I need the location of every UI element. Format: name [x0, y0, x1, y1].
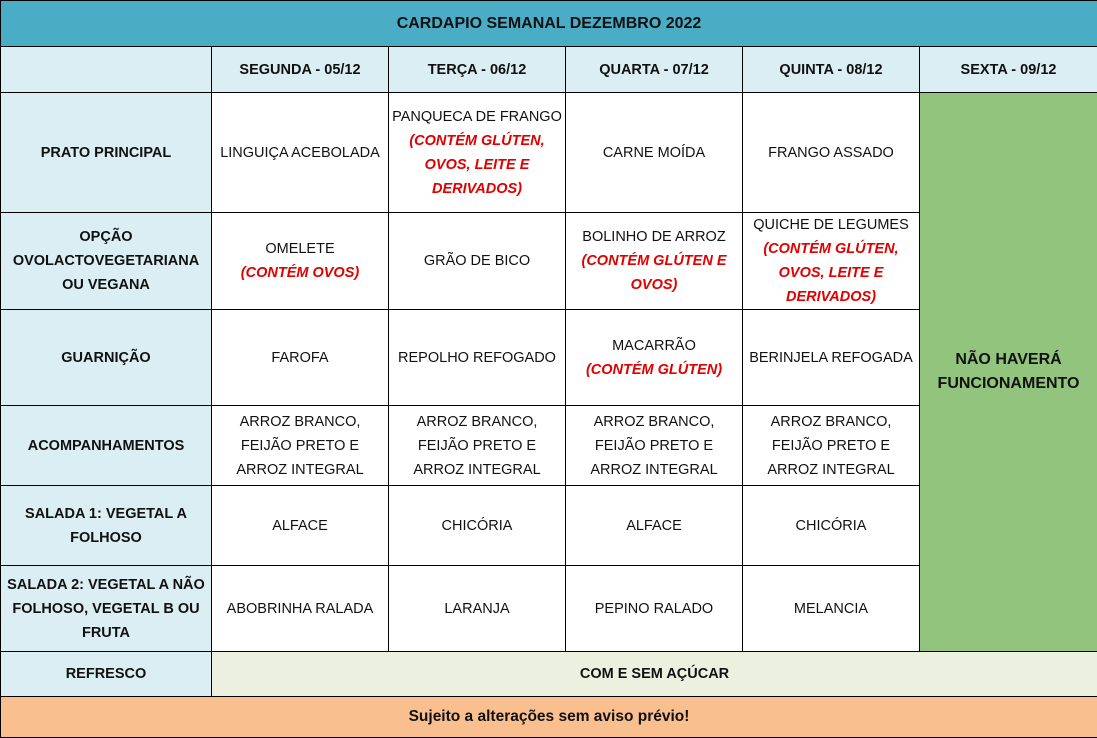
day-header-tuesday: TERÇA - 06/12 [389, 47, 566, 93]
menu-cell: QUICHE DE LEGUMES(CONTÉM GLÚTEN, OVOS, L… [743, 213, 920, 310]
dish-name: ALFACE [569, 514, 739, 538]
footer-row: Sujeito a alterações sem aviso prévio! [1, 697, 1097, 738]
menu-cell: ALFACE [212, 486, 389, 566]
allergen-note: (CONTÉM GLÚTEN, OVOS, LEITE E DERIVADOS) [746, 237, 916, 309]
dish-name: CHICÓRIA [392, 514, 562, 538]
dish-name: REPOLHO REFOGADO [392, 346, 562, 370]
dish-name: ABOBRINHA RALADA [215, 597, 385, 621]
dish-name: ALFACE [215, 514, 385, 538]
day-header-monday: SEGUNDA - 05/12 [212, 47, 389, 93]
menu-cell: ALFACE [566, 486, 743, 566]
dish-name: LARANJA [392, 597, 562, 621]
dish-name: CHICÓRIA [746, 514, 916, 538]
menu-cell: OMELETE(CONTÉM OVOS) [212, 213, 389, 310]
menu-cell: MACARRÃO(CONTÉM GLÚTEN) [566, 310, 743, 406]
refresco-value: COM E SEM AÇÚCAR [212, 652, 1097, 697]
day-header-friday: SEXTA - 09/12 [920, 47, 1097, 93]
dish-name: OMELETE [215, 237, 385, 261]
menu-cell: MELANCIA [743, 566, 920, 652]
menu-cell: FRANGO ASSADO [743, 93, 920, 213]
dish-name: ARROZ BRANCO, FEIJÃO PRETO E ARROZ INTEG… [746, 410, 916, 482]
dish-name: CARNE MOÍDA [569, 141, 739, 165]
dish-name: FRANGO ASSADO [746, 141, 916, 165]
row-label: SALADA 2: VEGETAL A NÃO FOLHOSO, VEGETAL… [1, 566, 212, 652]
dish-name: ARROZ BRANCO, FEIJÃO PRETO E ARROZ INTEG… [392, 410, 562, 482]
refresco-label: REFRESCO [1, 652, 212, 697]
menu-cell: LINGUIÇA ACEBOLADA [212, 93, 389, 213]
dish-name: MACARRÃO [569, 334, 739, 358]
friday-closed-notice: NÃO HAVERÁ FUNCIONAMENTO [920, 93, 1097, 652]
menu-cell: LARANJA [389, 566, 566, 652]
dish-name: MELANCIA [746, 597, 916, 621]
dish-name: PANQUECA DE FRANGO [392, 105, 562, 129]
menu-cell: PEPINO RALADO [566, 566, 743, 652]
row-label: GUARNIÇÃO [1, 310, 212, 406]
menu-cell: BERINJELA REFOGADA [743, 310, 920, 406]
menu-cell: CARNE MOÍDA [566, 93, 743, 213]
menu-cell: ARROZ BRANCO, FEIJÃO PRETO E ARROZ INTEG… [743, 406, 920, 486]
menu-title: CARDAPIO SEMANAL DEZEMBRO 2022 [1, 1, 1097, 47]
dish-name: ARROZ BRANCO, FEIJÃO PRETO E ARROZ INTEG… [215, 410, 385, 482]
day-header-wednesday: QUARTA - 07/12 [566, 47, 743, 93]
allergen-note: (CONTÉM GLÚTEN) [569, 358, 739, 382]
menu-cell: ABOBRINHA RALADA [212, 566, 389, 652]
dish-name: FAROFA [215, 346, 385, 370]
menu-cell: CHICÓRIA [389, 486, 566, 566]
menu-cell: CHICÓRIA [743, 486, 920, 566]
menu-cell: PANQUECA DE FRANGO(CONTÉM GLÚTEN, OVOS, … [389, 93, 566, 213]
dish-name: GRÃO DE BICO [392, 249, 562, 273]
dish-name: BOLINHO DE ARROZ [569, 225, 739, 249]
menu-cell: REPOLHO REFOGADO [389, 310, 566, 406]
dish-name: QUICHE DE LEGUMES [746, 213, 916, 237]
row-label: ACOMPANHAMENTOS [1, 406, 212, 486]
menu-cell: ARROZ BRANCO, FEIJÃO PRETO E ARROZ INTEG… [389, 406, 566, 486]
day-header-row: SEGUNDA - 05/12 TERÇA - 06/12 QUARTA - 0… [1, 47, 1097, 93]
allergen-note: (CONTÉM GLÚTEN, OVOS, LEITE E DERIVADOS) [392, 129, 562, 201]
row-label: SALADA 1: VEGETAL A FOLHOSO [1, 486, 212, 566]
menu-cell: ARROZ BRANCO, FEIJÃO PRETO E ARROZ INTEG… [212, 406, 389, 486]
allergen-note: (CONTÉM OVOS) [215, 261, 385, 285]
dish-name: PEPINO RALADO [569, 597, 739, 621]
footer-disclaimer: Sujeito a alterações sem aviso prévio! [1, 697, 1097, 738]
row-label: PRATO PRINCIPAL [1, 93, 212, 213]
allergen-note: (CONTÉM GLÚTEN E OVOS) [569, 249, 739, 297]
dish-name: BERINJELA REFOGADA [746, 346, 916, 370]
corner-cell [1, 47, 212, 93]
menu-cell: GRÃO DE BICO [389, 213, 566, 310]
dish-name: ARROZ BRANCO, FEIJÃO PRETO E ARROZ INTEG… [569, 410, 739, 482]
menu-cell: ARROZ BRANCO, FEIJÃO PRETO E ARROZ INTEG… [566, 406, 743, 486]
menu-cell: BOLINHO DE ARROZ(CONTÉM GLÚTEN E OVOS) [566, 213, 743, 310]
menu-cell: FAROFA [212, 310, 389, 406]
day-header-thursday: QUINTA - 08/12 [743, 47, 920, 93]
row-label: OPÇÃO OVOLACTOVEGETARIANA OU VEGANA [1, 213, 212, 310]
dish-name: LINGUIÇA ACEBOLADA [215, 141, 385, 165]
